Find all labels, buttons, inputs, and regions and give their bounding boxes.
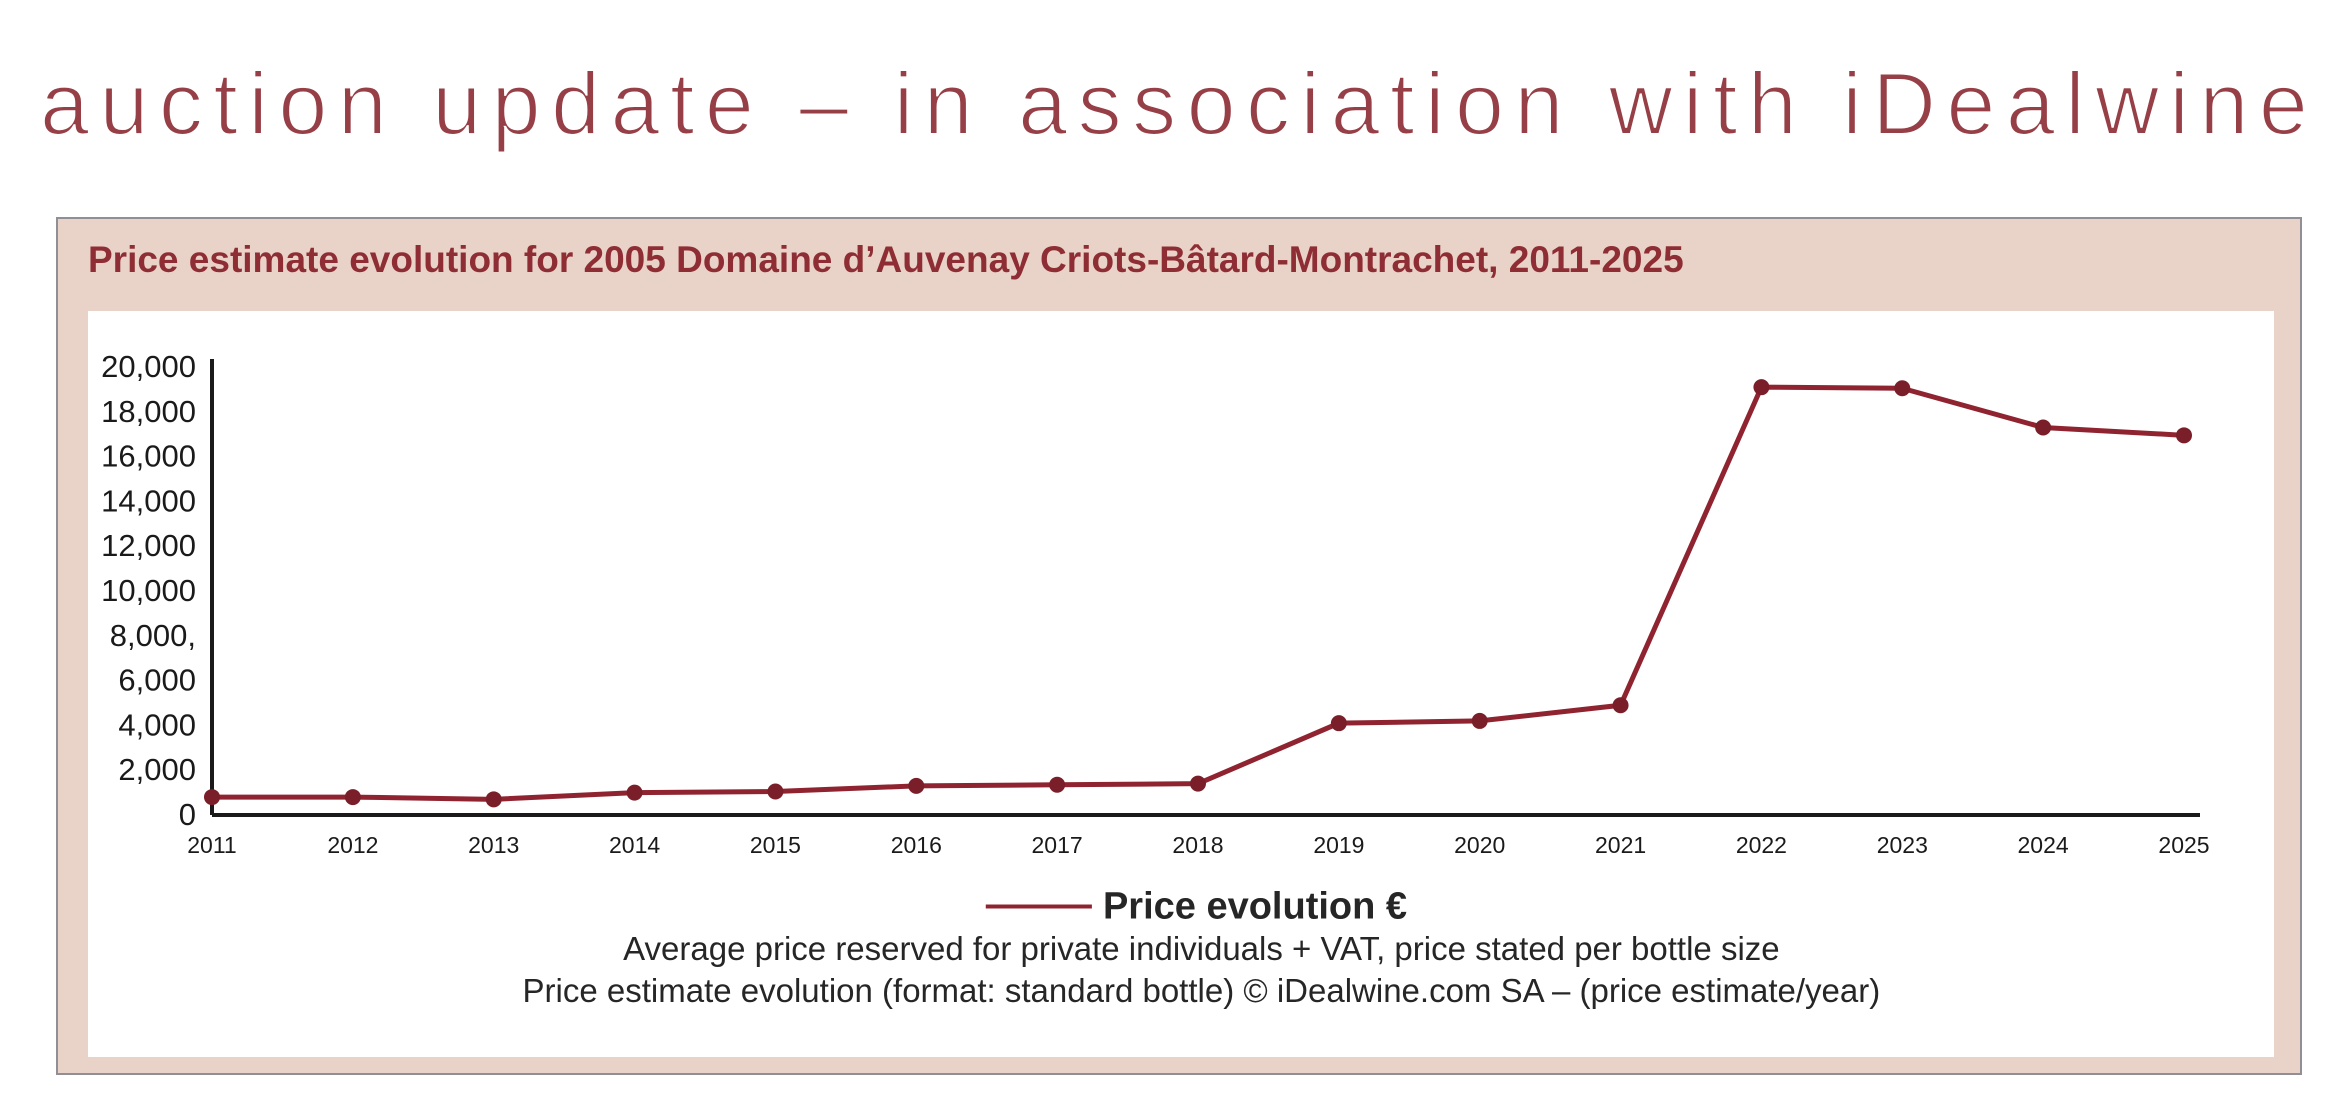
svg-text:Price evolution €: Price evolution € [1103, 885, 1407, 927]
svg-text:2015: 2015 [750, 832, 801, 858]
svg-text:2024: 2024 [2018, 832, 2069, 858]
svg-text:2020: 2020 [1454, 832, 1505, 858]
svg-text:12,000: 12,000 [101, 528, 196, 563]
svg-text:2011: 2011 [187, 832, 236, 858]
svg-text:14,000: 14,000 [101, 483, 196, 518]
svg-text:2013: 2013 [468, 832, 519, 858]
svg-text:2012: 2012 [327, 832, 378, 858]
svg-text:10,000: 10,000 [101, 573, 196, 608]
svg-text:6,000: 6,000 [118, 663, 196, 698]
svg-text:8,000,: 8,000, [110, 618, 196, 653]
svg-text:2019: 2019 [1313, 832, 1364, 858]
svg-text:18,000: 18,000 [101, 394, 196, 429]
svg-text:16,000: 16,000 [101, 439, 196, 474]
svg-text:Price estimate evolution (form: Price estimate evolution (format: standa… [523, 972, 1881, 1009]
svg-text:2,000: 2,000 [118, 752, 196, 787]
svg-text:Average price reserved for pri: Average price reserved for private indiv… [623, 930, 1780, 967]
svg-text:0: 0 [179, 797, 196, 832]
svg-text:2014: 2014 [609, 832, 660, 858]
svg-text:2017: 2017 [1032, 832, 1083, 858]
svg-text:20,000: 20,000 [101, 349, 196, 384]
svg-text:2022: 2022 [1736, 832, 1787, 858]
svg-text:2021: 2021 [1595, 832, 1646, 858]
svg-text:auction update – in associatio: auction update – in association with iDe… [40, 54, 2318, 153]
svg-text:2025: 2025 [2158, 832, 2209, 858]
svg-text:2023: 2023 [1877, 832, 1928, 858]
svg-text:2016: 2016 [891, 832, 942, 858]
svg-text:2018: 2018 [1172, 832, 1223, 858]
svg-text:4,000: 4,000 [118, 707, 196, 742]
